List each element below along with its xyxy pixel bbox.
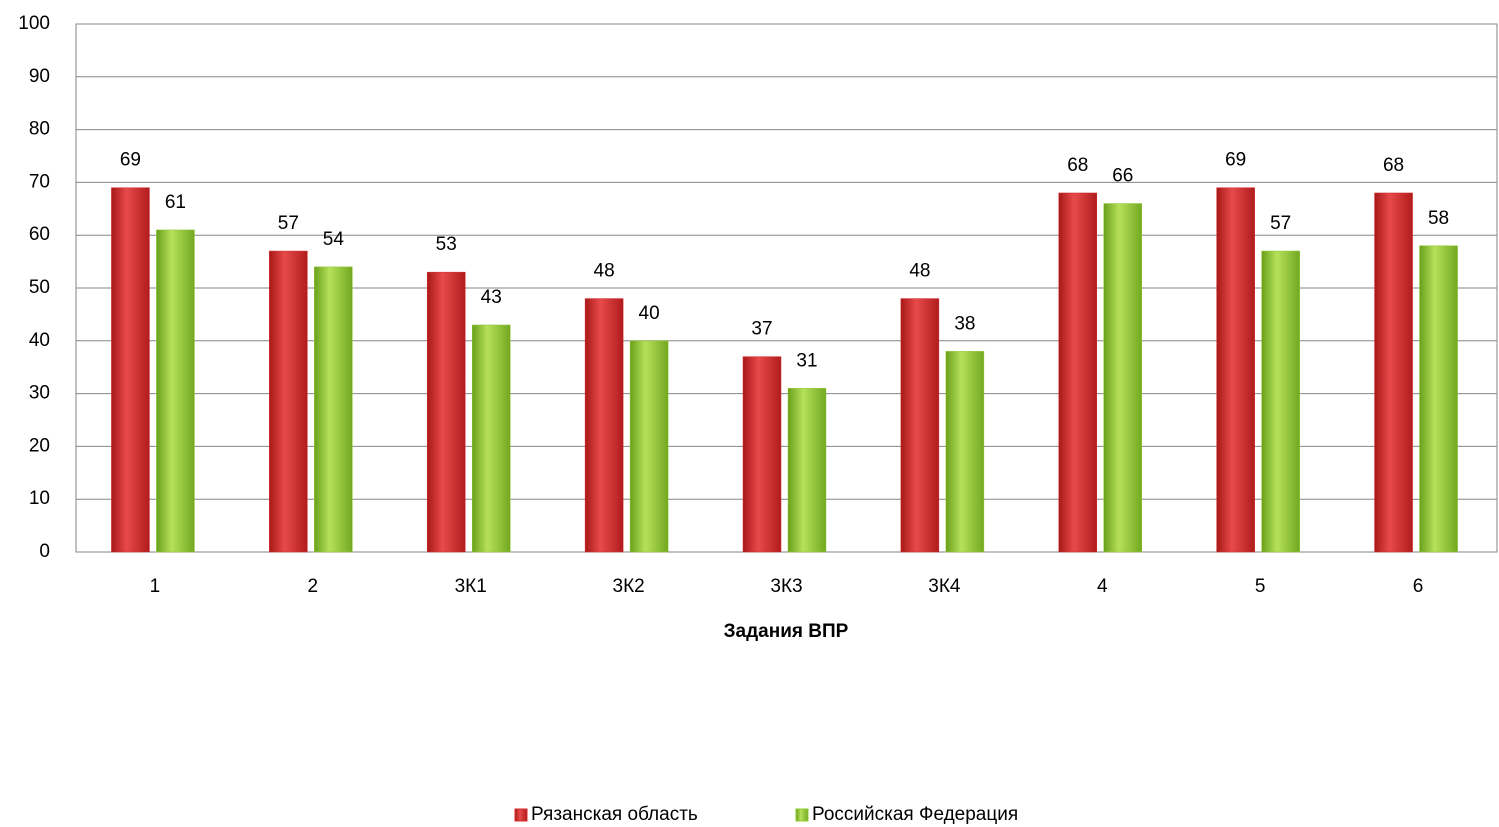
y-tick-label: 80 — [29, 119, 50, 140]
bar — [629, 340, 669, 553]
x-tick-label: 3К3 — [770, 576, 802, 597]
bar — [787, 388, 827, 553]
bar — [742, 356, 782, 553]
bar — [945, 351, 985, 553]
bar — [471, 324, 511, 553]
data-label: 48 — [909, 261, 930, 282]
data-label: 54 — [323, 229, 345, 250]
x-tick-label: 2 — [308, 576, 319, 597]
data-label: 69 — [120, 150, 141, 171]
y-tick-label: 10 — [29, 488, 50, 509]
x-tick-label: 4 — [1097, 576, 1108, 597]
data-label: 58 — [1428, 208, 1449, 229]
x-tick-label: 3К1 — [455, 576, 487, 597]
data-label: 48 — [594, 261, 615, 282]
y-tick-label: 40 — [29, 330, 50, 351]
data-label: 40 — [639, 303, 660, 324]
bar — [1419, 245, 1458, 553]
bar — [1216, 187, 1255, 553]
x-tick-label: 6 — [1413, 576, 1424, 597]
y-tick-label: 0 — [39, 541, 50, 562]
bar — [1261, 250, 1300, 553]
legend-label: Российская Федерация — [812, 804, 1018, 825]
legend-swatch — [795, 808, 809, 822]
bar — [1374, 192, 1413, 553]
data-label: 68 — [1067, 155, 1088, 176]
data-label: 38 — [954, 313, 975, 334]
legend-swatch — [514, 808, 528, 822]
legend-label: Рязанская область — [531, 804, 698, 825]
x-tick-label: 5 — [1255, 576, 1266, 597]
y-tick-label: 100 — [18, 13, 50, 34]
data-label: 53 — [436, 234, 457, 255]
y-tick-label: 70 — [29, 171, 50, 192]
y-tick-label: 90 — [29, 66, 50, 87]
y-tick-label: 20 — [29, 435, 50, 456]
x-tick-label: 3К2 — [613, 576, 645, 597]
y-tick-label: 60 — [29, 224, 50, 245]
x-axis-title: Задания ВПР — [724, 621, 849, 642]
data-label: 69 — [1225, 150, 1246, 171]
bar — [900, 298, 940, 553]
data-label: 43 — [481, 287, 502, 308]
data-label: 57 — [1270, 213, 1291, 234]
bar — [111, 187, 150, 553]
data-label: 37 — [751, 319, 772, 340]
bar — [584, 298, 624, 553]
x-tick-label: 3К4 — [928, 576, 961, 597]
data-label: 57 — [278, 213, 299, 234]
bar — [156, 229, 195, 553]
bar — [1103, 203, 1143, 553]
bar — [426, 271, 466, 553]
x-tick-label: 1 — [150, 576, 161, 597]
data-label: 31 — [796, 350, 817, 371]
bar — [1058, 192, 1098, 553]
data-label: 68 — [1383, 155, 1404, 176]
data-label: 66 — [1112, 166, 1133, 187]
data-label: 61 — [165, 192, 186, 213]
y-tick-label: 50 — [29, 277, 50, 298]
bar — [269, 250, 308, 553]
bar — [314, 266, 353, 553]
y-tick-label: 30 — [29, 383, 50, 404]
